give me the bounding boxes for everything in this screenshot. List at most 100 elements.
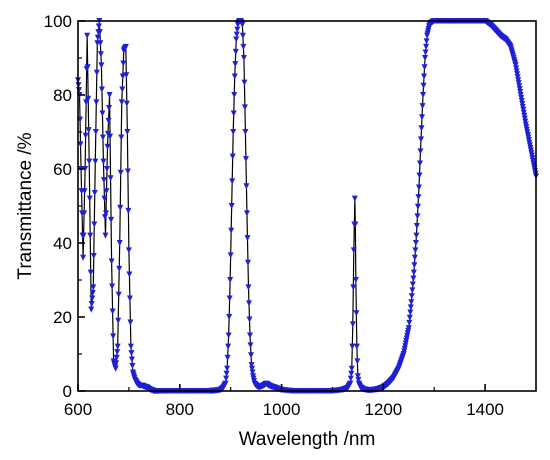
y-tick-label: 20 bbox=[53, 308, 72, 327]
data-point-marker bbox=[351, 195, 358, 202]
data-point-marker bbox=[96, 29, 103, 36]
data-point-marker bbox=[86, 158, 93, 165]
data-point-marker bbox=[83, 99, 90, 106]
data-point-marker bbox=[416, 160, 423, 167]
data-point-marker bbox=[124, 168, 131, 175]
data-point-marker bbox=[120, 60, 127, 67]
data-point-marker bbox=[419, 103, 426, 110]
data-point-marker bbox=[347, 375, 354, 382]
data-point-marker bbox=[108, 258, 115, 265]
data-point-marker bbox=[230, 110, 237, 117]
data-point-marker bbox=[89, 295, 96, 302]
data-series-group bbox=[75, 18, 539, 394]
data-point-marker bbox=[354, 358, 361, 365]
x-tick-label: 1400 bbox=[466, 400, 504, 419]
data-point-marker bbox=[98, 86, 105, 93]
data-point-marker bbox=[97, 51, 104, 58]
data-point-marker bbox=[88, 301, 95, 308]
data-point-marker bbox=[86, 195, 93, 202]
y-axis-ticks: 0 20 40 60 80 100 bbox=[44, 12, 85, 401]
data-point-marker bbox=[244, 235, 251, 242]
data-point-marker bbox=[116, 240, 123, 246]
data-point-marker bbox=[108, 216, 115, 223]
data-point-marker bbox=[117, 169, 124, 176]
data-point-marker bbox=[246, 316, 253, 323]
data-point-marker bbox=[239, 21, 246, 28]
data-point-marker bbox=[419, 114, 426, 121]
data-point-marker bbox=[222, 380, 229, 387]
x-tick-label: 1200 bbox=[364, 400, 402, 419]
y-tick-label: 60 bbox=[53, 160, 72, 179]
data-point-marker bbox=[350, 247, 357, 254]
data-point-marker bbox=[417, 148, 424, 155]
data-point-marker bbox=[84, 64, 91, 71]
data-point-marker bbox=[88, 306, 95, 313]
data-point-marker bbox=[81, 210, 88, 217]
data-point-marker bbox=[420, 82, 427, 89]
data-point-marker bbox=[82, 166, 89, 172]
data-point-marker bbox=[417, 136, 424, 143]
data-point-marker bbox=[404, 332, 411, 339]
data-point-marker bbox=[84, 32, 91, 39]
data-point-marker bbox=[349, 321, 356, 328]
data-point-marker bbox=[104, 143, 111, 150]
data-point-marker bbox=[353, 310, 360, 317]
data-point-marker bbox=[223, 370, 230, 377]
data-point-marker bbox=[91, 190, 98, 197]
data-point-marker bbox=[410, 269, 417, 276]
data-point-marker bbox=[411, 262, 418, 269]
data-point-marker bbox=[404, 330, 411, 337]
data-point-marker bbox=[100, 158, 107, 165]
data-point-marker bbox=[107, 175, 114, 182]
data-point-marker bbox=[410, 275, 417, 282]
data-point-marker bbox=[93, 99, 100, 106]
data-point-marker bbox=[125, 247, 132, 254]
data-point-marker bbox=[80, 254, 87, 261]
data-point-marker bbox=[228, 203, 235, 209]
data-point-marker bbox=[125, 207, 132, 214]
data-point-marker bbox=[226, 295, 233, 302]
x-tick-label: 600 bbox=[64, 400, 92, 419]
data-point-marker bbox=[227, 252, 234, 259]
data-point-marker bbox=[129, 363, 136, 370]
data-point-marker bbox=[102, 210, 109, 217]
data-point-marker bbox=[122, 43, 129, 50]
data-point-marker bbox=[115, 317, 122, 324]
data-point-marker bbox=[422, 49, 429, 56]
x-tick-label: 800 bbox=[166, 400, 194, 419]
data-point-marker bbox=[249, 365, 256, 372]
data-point-marker bbox=[114, 343, 121, 350]
data-point-marker bbox=[118, 134, 125, 141]
data-point-marker bbox=[406, 319, 413, 326]
data-point-marker bbox=[95, 23, 102, 30]
data-point-marker bbox=[400, 351, 407, 357]
data-point-marker bbox=[242, 129, 249, 135]
data-point-marker bbox=[110, 333, 117, 340]
data-point-marker bbox=[242, 156, 249, 163]
data-point-marker bbox=[126, 271, 133, 278]
data-point-marker bbox=[99, 110, 106, 117]
data-point-marker bbox=[403, 338, 410, 345]
data-point-marker bbox=[117, 204, 124, 211]
data-point-marker bbox=[126, 295, 133, 302]
data-point-marker bbox=[100, 177, 107, 184]
data-point-marker bbox=[244, 259, 251, 266]
data-point-marker bbox=[90, 284, 97, 291]
data-point-marker bbox=[119, 86, 126, 93]
data-point-marker bbox=[412, 240, 419, 246]
data-point-marker bbox=[225, 332, 232, 339]
data-point-marker bbox=[241, 104, 248, 111]
y-axis-title: Transmittance /% bbox=[15, 132, 36, 279]
data-point-marker bbox=[245, 300, 252, 307]
data-point-marker bbox=[106, 104, 113, 111]
x-axis-title: Wavelength /nm bbox=[239, 429, 376, 450]
data-point-marker bbox=[240, 43, 247, 50]
data-point-marker bbox=[232, 48, 239, 55]
data-point-marker bbox=[77, 141, 84, 148]
data-point-marker bbox=[231, 73, 238, 80]
data-point-marker bbox=[92, 129, 99, 135]
data-point-marker bbox=[127, 343, 134, 350]
data-point-marker bbox=[112, 365, 119, 372]
data-point-marker bbox=[239, 32, 246, 39]
